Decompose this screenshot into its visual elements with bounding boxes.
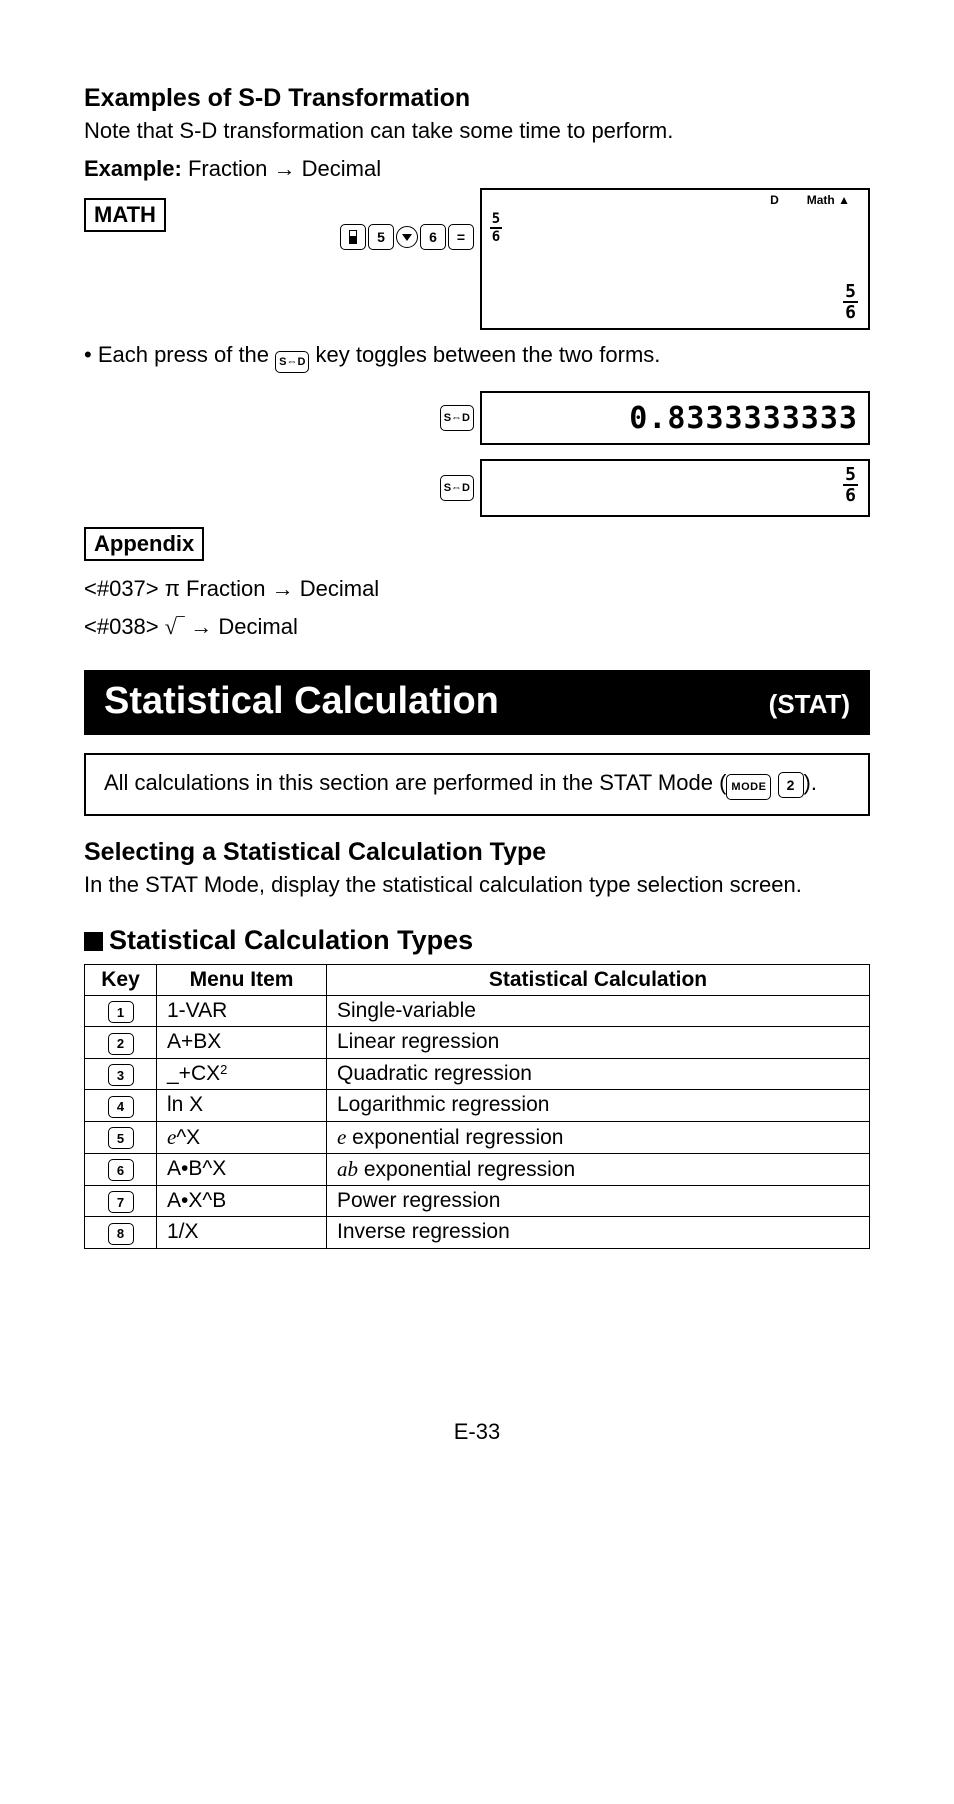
example-label: Example: [84, 156, 182, 181]
menu-7: A•X^B [157, 1185, 327, 1217]
banner-title: Statistical Calculation [104, 680, 499, 723]
menu-1: 1-VAR [157, 995, 327, 1027]
notebox-a: All calculations in this section are per… [104, 770, 726, 795]
appendix-line-2: <#038> √‾ → Decimal [84, 613, 870, 641]
page-number: E-33 [84, 1419, 870, 1445]
th-menu: Menu Item [157, 964, 327, 995]
key-sequence: 5 6 = [340, 224, 474, 250]
lcd-display-1: D Math ▲ 5 6 5 6 [480, 188, 870, 330]
lcd1-res-den: 6 [845, 305, 856, 320]
lcd1-res-num: 5 [845, 284, 856, 299]
calc-3: Quadratic regression [327, 1058, 870, 1090]
lcd1-status-mode: Math ▲ [807, 193, 850, 207]
keynum-5: 5 [108, 1127, 134, 1149]
appendix-2a: <#038> [84, 614, 165, 639]
select-type-body: In the STAT Mode, display the statistica… [84, 871, 870, 899]
sqrt-icon: √‾ [165, 614, 184, 639]
lcd-display-3: 5 6 [480, 459, 870, 517]
notebox-b: ). [804, 770, 817, 795]
table-row: 7 A•X^B Power regression [85, 1185, 870, 1217]
lcd2-value: 0.8333333333 [482, 393, 868, 445]
sd-bullet: • Each press of the S⇔D key toggles betw… [84, 342, 870, 373]
lcd3-num: 5 [845, 467, 856, 482]
sd-heading: Examples of S-D Transformation [84, 84, 870, 113]
table-row: 2 A+BX Linear regression [85, 1027, 870, 1059]
lcd3-den: 6 [845, 488, 856, 503]
lcd1-status: D Math ▲ [482, 190, 868, 207]
appendix-2b: → Decimal [184, 614, 298, 639]
select-type-section: Selecting a Statistical Calculation Type… [84, 838, 870, 899]
appendix-line-1: <#037> π Fraction → Decimal [84, 575, 870, 603]
appendix-label: Appendix [84, 527, 204, 561]
square-bullet-icon [84, 932, 103, 951]
keynum-4: 4 [108, 1096, 134, 1118]
example-text: Fraction → Decimal [182, 156, 381, 181]
table-row: 1 1-VAR Single-variable [85, 995, 870, 1027]
fraction-key [340, 224, 366, 250]
menu-4: ln X [157, 1090, 327, 1122]
lcd3-fraction: 5 6 [843, 467, 858, 503]
lcd1-result-fraction: 5 6 [843, 284, 858, 320]
menu-6: A•B^X [157, 1153, 327, 1185]
lcd1-status-d: D [770, 193, 779, 207]
mode-key: MODE [726, 774, 771, 800]
key-6: 6 [420, 224, 446, 250]
calc-types-table: Key Menu Item Statistical Calculation 1 … [84, 964, 870, 1249]
sd-key-2: S⇔D [440, 405, 474, 431]
keynum-1: 1 [108, 1001, 134, 1023]
sd-section: Examples of S-D Transformation Note that… [84, 84, 870, 640]
keynum-6: 6 [108, 1159, 134, 1181]
calc-2: Linear regression [327, 1027, 870, 1059]
calc-7: Power regression [327, 1185, 870, 1217]
keynum-3: 3 [108, 1064, 134, 1086]
lcd-display-2: 0.8333333333 [480, 391, 870, 445]
lcd1-in-den: 6 [492, 231, 500, 243]
banner-tag: (STAT) [769, 689, 850, 720]
types-heading: Statistical Calculation Types [84, 925, 870, 956]
table-row: 5 e^X e exponential regression [85, 1121, 870, 1153]
key-2-mode: 2 [778, 772, 804, 798]
keynum-2: 2 [108, 1033, 134, 1055]
down-arrow-key [396, 226, 418, 248]
calc-5: e exponential regression [327, 1121, 870, 1153]
stat-note-box: All calculations in this section are per… [84, 753, 870, 816]
key-equals: = [448, 224, 474, 250]
sd-key-3: S⇔D [440, 475, 474, 501]
table-header-row: Key Menu Item Statistical Calculation [85, 964, 870, 995]
calc-8: Inverse regression [327, 1217, 870, 1249]
sd-example-line: Example: Fraction → Decimal [84, 155, 870, 183]
table-row: 3 _+CX2 Quadratic regression [85, 1058, 870, 1090]
th-calc: Statistical Calculation [327, 964, 870, 995]
sd-note: Note that S-D transformation can take so… [84, 117, 870, 145]
types-heading-text: Statistical Calculation Types [109, 925, 473, 955]
th-key: Key [85, 964, 157, 995]
table-row: 8 1/X Inverse regression [85, 1217, 870, 1249]
calc-6: ab exponential regression [327, 1153, 870, 1185]
keynum-7: 7 [108, 1191, 134, 1213]
bullet-suffix: key toggles between the two forms. [309, 342, 660, 367]
menu-8: 1/X [157, 1217, 327, 1249]
select-type-heading: Selecting a Statistical Calculation Type [84, 838, 870, 867]
bullet-prefix: • Each press of the [84, 342, 275, 367]
table-row: 6 A•B^X ab exponential regression [85, 1153, 870, 1185]
lcd1-input-fraction: 5 6 [490, 213, 502, 243]
key-5: 5 [368, 224, 394, 250]
fraction-icon [349, 230, 357, 244]
menu-5: e^X [157, 1121, 327, 1153]
calc-1: Single-variable [327, 995, 870, 1027]
section-banner: Statistical Calculation (STAT) [84, 670, 870, 735]
math-mode-label: MATH [84, 198, 166, 232]
menu-3: _+CX2 [157, 1058, 327, 1090]
lcd1-in-num: 5 [492, 213, 500, 225]
table-row: 4 ln X Logarithmic regression [85, 1090, 870, 1122]
sd-key-inline: S⇔D [275, 351, 309, 373]
menu-2: A+BX [157, 1027, 327, 1059]
keynum-8: 8 [108, 1223, 134, 1245]
calc-4: Logarithmic regression [327, 1090, 870, 1122]
